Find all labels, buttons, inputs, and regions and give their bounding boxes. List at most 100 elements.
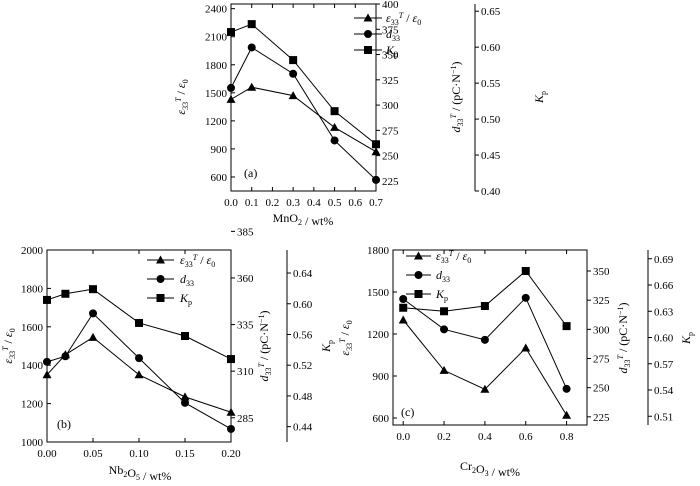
- data-point: [330, 107, 339, 116]
- axis-title-part: ε: [1, 332, 15, 337]
- y-tick-label: 375: [382, 24, 399, 36]
- legend-text-part: K: [385, 43, 395, 57]
- axis-title-part: / (pC·N: [257, 323, 271, 363]
- legend-marker: [156, 294, 165, 302]
- y-axis-title: d33T / (pC·N−1): [616, 303, 632, 374]
- data-point: [288, 91, 298, 100]
- y-tick-label: 1000: [21, 437, 44, 449]
- axis-title-part: K: [319, 343, 333, 353]
- x-tick-label: 0.0: [224, 197, 238, 209]
- x-tick-label: 0.15: [175, 448, 195, 460]
- series-line: [403, 270, 567, 327]
- legend-text-part: T: [449, 249, 454, 258]
- legend-text-part: 33: [186, 279, 194, 288]
- data-point: [181, 398, 189, 407]
- y-tick-label: 1500: [205, 88, 228, 100]
- x-axis-title: MnO2 / wt%: [273, 211, 334, 228]
- legend-label: Kp: [435, 287, 448, 303]
- y-tick-label: 400: [382, 0, 399, 11]
- legend-text-part: /: [403, 11, 412, 25]
- data-point: [226, 94, 236, 103]
- y-tick-label: 1800: [367, 245, 390, 257]
- axis-title-part: p: [539, 91, 548, 95]
- legend-label: ε33T / ε0: [180, 253, 215, 269]
- legend-text-part: T: [193, 253, 198, 262]
- x-axis-title: Cr2O3 / wt%: [460, 459, 520, 479]
- data-point: [480, 302, 489, 310]
- axis-title-part: T: [174, 97, 183, 102]
- axis-title-part: −1: [449, 66, 458, 75]
- y-tick-label: 0.50: [481, 114, 501, 126]
- legend-text-part: 33: [441, 256, 449, 265]
- data-point: [372, 140, 380, 149]
- axis-title-part: 33: [264, 367, 273, 375]
- axis-title-part: 33: [456, 118, 465, 126]
- data-point: [227, 83, 235, 92]
- legend-marker: [414, 290, 423, 298]
- data-point: [227, 355, 235, 364]
- y-tick-label: 0.57: [654, 359, 674, 371]
- y-tick-label: 900: [373, 371, 390, 383]
- x-axis-title: Nb2O5 / wt%: [109, 463, 172, 481]
- axis-title-part: d: [449, 125, 463, 132]
- legend-label: d33: [436, 268, 450, 284]
- y-axis-title: ε33T / ε0: [174, 79, 190, 114]
- y-tick-label: 0.56: [293, 329, 313, 341]
- x-tick-label: 0.2: [266, 197, 280, 209]
- xlabel-part: Cr: [460, 459, 472, 473]
- axis-title-part: /: [338, 329, 352, 338]
- y-tick-label: 275: [382, 125, 399, 137]
- y-tick-label: 600: [373, 413, 390, 425]
- x-tick-label: 0.00: [37, 448, 57, 460]
- axis-title-part: 33: [623, 359, 632, 367]
- legend-label: ε33T / ε0: [436, 249, 471, 265]
- axis-title-part: −1: [257, 315, 266, 324]
- y-tick-label: 1500: [367, 287, 390, 299]
- data-point: [562, 384, 571, 393]
- legend-text-part: ε: [463, 249, 468, 263]
- data-point: [521, 293, 530, 302]
- xlabel-sub: 2: [123, 470, 127, 479]
- y-tick-label: 250: [593, 383, 610, 395]
- data-point: [89, 309, 97, 318]
- legend-text-part: K: [435, 287, 445, 301]
- xlabel-part: / wt%: [302, 214, 333, 228]
- data-point: [42, 370, 52, 379]
- legend-text-part: p: [394, 50, 398, 59]
- axis-title-part: ε: [338, 324, 352, 329]
- y-tick-label: 0.63: [654, 306, 674, 318]
- xlabel-part: / wt%: [140, 469, 171, 481]
- legend-text-part: T: [399, 11, 404, 20]
- data-point: [399, 303, 408, 312]
- x-tick-label: 0.05: [83, 448, 103, 460]
- y-tick-label: 300: [593, 324, 610, 336]
- data-point: [398, 315, 408, 324]
- legend-text-part: ε: [180, 253, 185, 267]
- y-axis-title: ε33T / ε0: [338, 320, 354, 355]
- data-point: [226, 407, 236, 416]
- y-tick-label: 350: [593, 266, 610, 278]
- axis-title-part: 33: [8, 351, 17, 359]
- axis-title-part: T: [1, 346, 10, 351]
- legend-text-part: 33: [185, 260, 193, 269]
- legend-label: ε33T / ε0: [386, 11, 421, 27]
- data-point: [439, 365, 449, 374]
- x-tick-label: 0.2: [437, 431, 451, 443]
- axis-title-part: /: [1, 337, 15, 346]
- y-tick-label: 0.64: [293, 268, 313, 280]
- y-tick-label: 1800: [21, 283, 44, 295]
- axis-title-part: 33: [345, 343, 354, 351]
- legend-marker: [156, 275, 165, 283]
- y-tick-label: 0.65: [481, 6, 501, 18]
- y-tick-label: 285: [237, 413, 254, 425]
- axis-title-part: d: [257, 374, 271, 381]
- legend-text-part: K: [179, 291, 189, 305]
- y-tick-label: 0.54: [654, 385, 674, 397]
- y-tick-label: 0.44: [293, 422, 313, 434]
- xlabel-sub: 2: [298, 218, 302, 227]
- legend-marker: [364, 46, 372, 54]
- y-tick-label: 225: [382, 176, 399, 188]
- y-tick-label: 350: [382, 50, 399, 62]
- legend-label: d33: [386, 27, 400, 43]
- y-axis-title: d33T / (pC·N−1): [257, 311, 273, 382]
